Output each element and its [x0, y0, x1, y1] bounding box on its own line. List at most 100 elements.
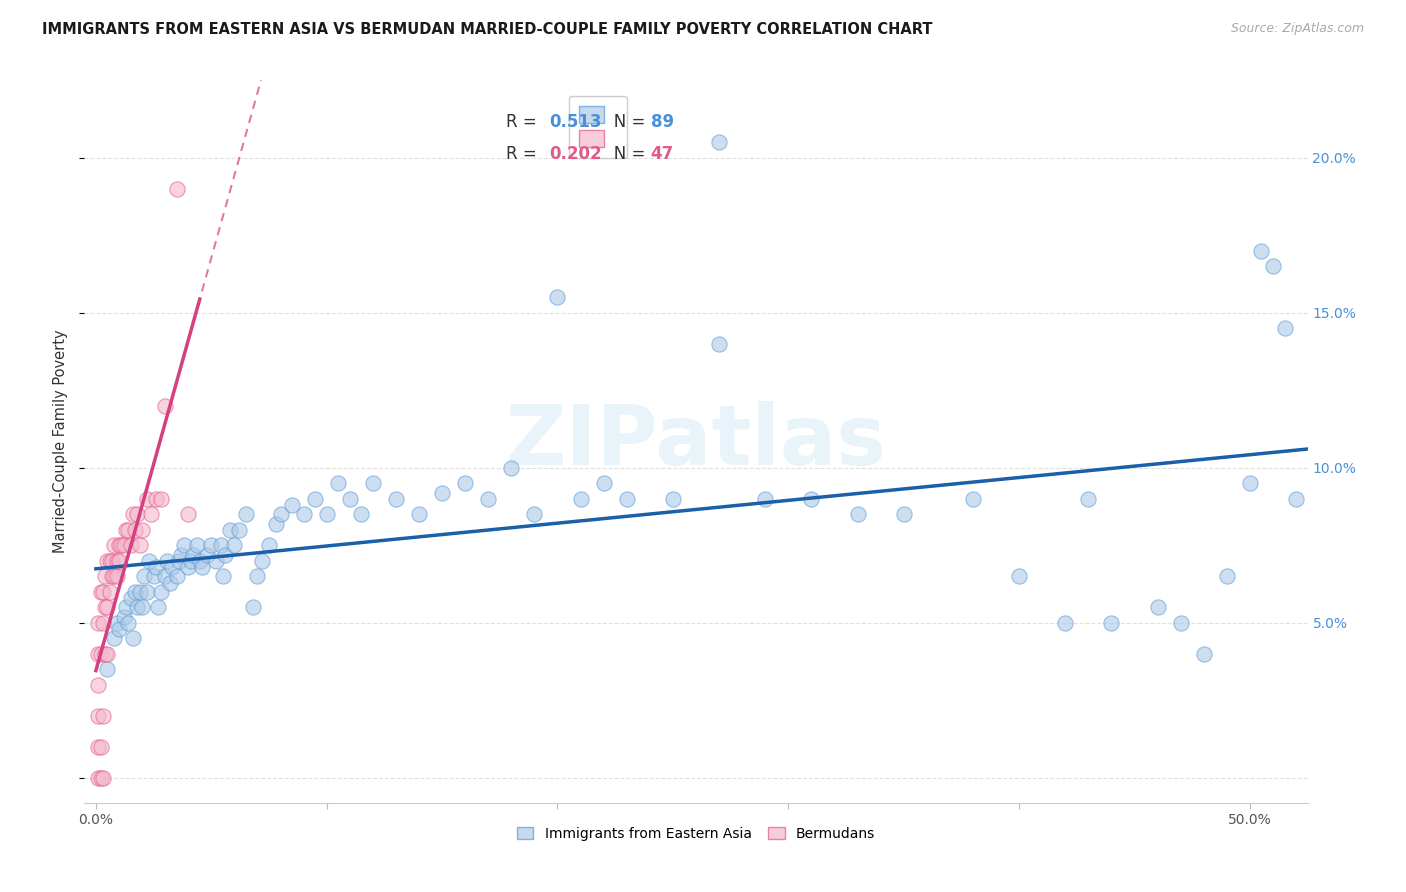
Point [101, 569, 124, 583]
Text: ZIPatlas: ZIPatlas [506, 401, 886, 482]
Point [242, 600, 264, 615]
Point [142, 569, 165, 583]
Point [177, 508, 200, 522]
Point [131, 523, 153, 537]
Point [292, 508, 315, 522]
Point [89, 585, 111, 599]
Point [112, 609, 135, 624]
Point [105, 615, 128, 630]
Text: N =: N = [598, 112, 651, 131]
Point [87, 739, 110, 754]
Point [754, 491, 776, 506]
Point [108, 538, 131, 552]
Point [160, 560, 183, 574]
Point [148, 600, 170, 615]
Point [96, 663, 118, 677]
Point [350, 508, 373, 522]
Point [91, 771, 114, 785]
Point [141, 508, 163, 522]
Point [1008, 569, 1031, 583]
Point [108, 622, 131, 636]
Point [186, 538, 208, 552]
Point [180, 554, 202, 568]
Point [120, 538, 142, 552]
Point [547, 290, 569, 304]
Point [214, 548, 236, 562]
Point [200, 538, 222, 552]
Point [177, 560, 200, 574]
Point [1261, 260, 1284, 274]
Point [1239, 476, 1261, 491]
Point [477, 491, 499, 506]
Point [103, 569, 125, 583]
Text: 0.202: 0.202 [550, 145, 602, 163]
Point [87, 709, 110, 723]
Point [153, 569, 176, 583]
Point [124, 523, 146, 537]
Point [105, 569, 128, 583]
Point [218, 523, 240, 537]
Point [1054, 615, 1077, 630]
Point [149, 491, 172, 506]
Point [128, 538, 150, 552]
Point [103, 632, 125, 646]
Point [89, 647, 111, 661]
Point [124, 585, 146, 599]
Point [385, 491, 408, 506]
Point [235, 508, 257, 522]
Point [195, 548, 218, 562]
Point [115, 523, 138, 537]
Point [270, 508, 292, 522]
Point [117, 615, 139, 630]
Point [166, 569, 188, 583]
Point [170, 548, 193, 562]
Point [149, 585, 172, 599]
Y-axis label: Married-Couple Family Poverty: Married-Couple Family Poverty [53, 330, 69, 553]
Point [962, 491, 984, 506]
Point [131, 600, 153, 615]
Point [246, 569, 269, 583]
Point [89, 739, 111, 754]
Point [166, 182, 188, 196]
Point [191, 560, 214, 574]
Point [96, 600, 118, 615]
Point [1250, 244, 1272, 258]
Point [135, 491, 157, 506]
Point [115, 600, 138, 615]
Text: Source: ZipAtlas.com: Source: ZipAtlas.com [1230, 22, 1364, 36]
Point [1216, 569, 1239, 583]
Point [893, 508, 915, 522]
Point [87, 771, 110, 785]
Text: 0.513: 0.513 [550, 112, 602, 131]
Point [120, 591, 142, 606]
Point [257, 538, 280, 552]
Point [1077, 491, 1099, 506]
Point [98, 554, 121, 568]
Point [1192, 647, 1215, 661]
Point [281, 498, 304, 512]
Point [173, 538, 195, 552]
Point [96, 554, 118, 568]
Point [101, 554, 124, 568]
Point [112, 538, 135, 552]
Point [1099, 615, 1122, 630]
Point [315, 508, 337, 522]
Point [211, 569, 233, 583]
Point [228, 523, 250, 537]
Point [94, 647, 117, 661]
Text: 89: 89 [651, 112, 673, 131]
Point [121, 508, 143, 522]
Point [209, 538, 232, 552]
Point [592, 476, 614, 491]
Text: IMMIGRANTS FROM EASTERN ASIA VS BERMUDAN MARRIED-COUPLE FAMILY POVERTY CORRELATI: IMMIGRANTS FROM EASTERN ASIA VS BERMUDAN… [42, 22, 932, 37]
Point [128, 585, 150, 599]
Point [408, 508, 430, 522]
Text: R =: R = [506, 112, 543, 131]
Point [91, 585, 114, 599]
Point [138, 554, 160, 568]
Point [134, 569, 156, 583]
Point [159, 575, 181, 590]
Point [145, 491, 167, 506]
Point [153, 399, 176, 413]
Point [105, 554, 128, 568]
